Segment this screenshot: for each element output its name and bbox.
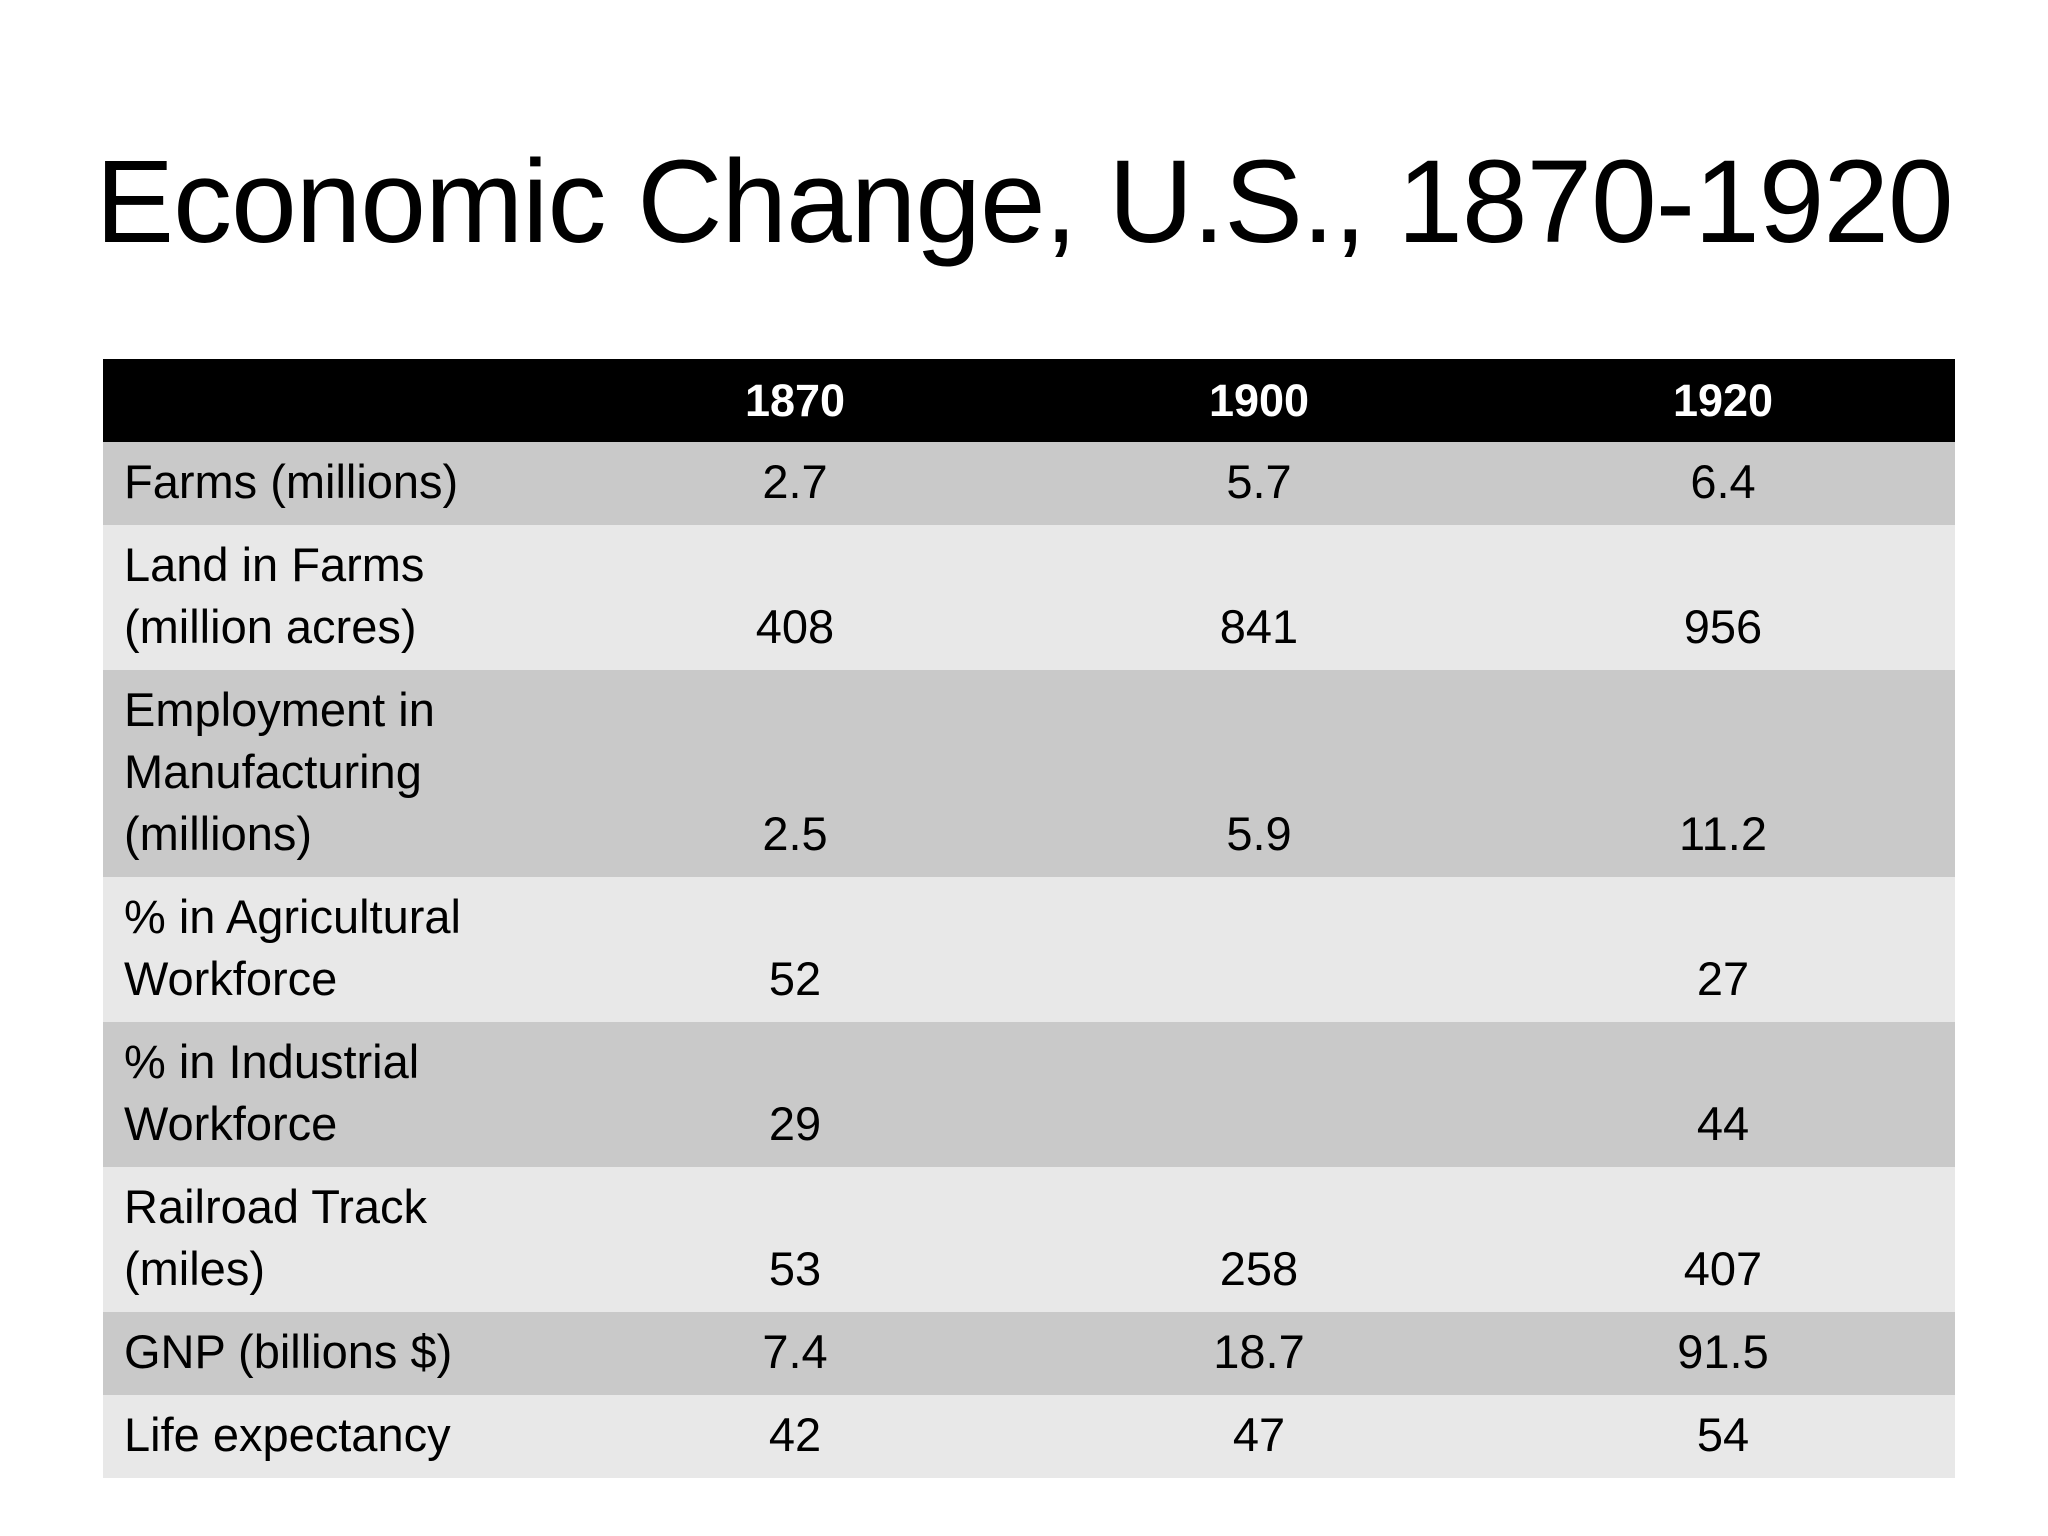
table-cell: 407 xyxy=(1683,1242,1763,1295)
table-cell: 54 xyxy=(1696,1408,1750,1461)
row-label: % in Industrial Workforce xyxy=(103,1022,563,1167)
header-cell-1870: 1870 xyxy=(744,374,846,426)
table-cell: 408 xyxy=(755,600,835,653)
table-cell: 52 xyxy=(768,952,822,1005)
table-cell: 91.5 xyxy=(1677,1325,1769,1378)
table-row: Land in Farms (million acres) 408 841 95… xyxy=(103,525,1955,670)
table-row: Employment in Manufacturing (millions) 2… xyxy=(103,670,1955,877)
row-label-text: GNP (billions $) xyxy=(124,1325,453,1378)
table-cell: 27 xyxy=(1696,952,1750,1005)
header-cell-1900: 1900 xyxy=(1208,374,1310,426)
table-cell: 2.5 xyxy=(762,807,828,860)
table-row: Railroad Track (miles) 53 258 407 xyxy=(103,1167,1955,1312)
row-label-text: Railroad Track (miles) xyxy=(124,1180,427,1295)
economic-data-table: 1870 1900 1920 Farms (millions) 2.7 5.7 … xyxy=(103,359,1955,1478)
table-row: % in Agricultural Workforce 52 27 xyxy=(103,877,1955,1022)
table-cell: 5.9 xyxy=(1226,807,1292,860)
table-row: % in Industrial Workforce 29 44 xyxy=(103,1022,1955,1167)
row-label-text: Land in Farms (million acres) xyxy=(124,538,425,653)
row-label: % in Agricultural Workforce xyxy=(103,877,563,1022)
table-row: Life expectancy 42 47 54 xyxy=(103,1395,1955,1478)
table-row: GNP (billions $) 7.4 18.7 91.5 xyxy=(103,1312,1955,1395)
table-cell: 47 xyxy=(1232,1408,1286,1461)
row-label-text: % in Agricultural Workforce xyxy=(124,890,461,1005)
row-label-text: Farms (millions) xyxy=(124,455,459,508)
table-cell: 53 xyxy=(768,1242,822,1295)
table-cell xyxy=(1027,1022,1491,1167)
table-cell: 2.7 xyxy=(762,455,828,508)
row-label: Farms (millions) xyxy=(103,442,563,525)
table-cell: 29 xyxy=(768,1097,822,1150)
table-cell: 6.4 xyxy=(1690,455,1756,508)
table-cell xyxy=(1027,877,1491,1022)
table-row: Farms (millions) 2.7 5.7 6.4 xyxy=(103,442,1955,525)
header-cell-label xyxy=(103,359,563,442)
row-label: GNP (billions $) xyxy=(103,1312,563,1395)
slide-title: Economic Change, U.S., 1870-1920 xyxy=(95,136,1953,268)
table-cell: 7.4 xyxy=(762,1325,828,1378)
table-cell: 956 xyxy=(1683,600,1763,653)
table-cell: 841 xyxy=(1219,600,1299,653)
row-label: Land in Farms (million acres) xyxy=(103,525,563,670)
row-label: Life expectancy xyxy=(103,1395,563,1478)
header-cell-1920: 1920 xyxy=(1672,374,1774,426)
table-cell: 5.7 xyxy=(1226,455,1292,508)
row-label: Employment in Manufacturing (millions) xyxy=(103,670,563,877)
table-cell: 258 xyxy=(1219,1242,1299,1295)
row-label-text: Employment in Manufacturing (millions) xyxy=(124,683,435,860)
row-label-text: Life expectancy xyxy=(124,1408,451,1461)
row-label-text: % in Industrial Workforce xyxy=(124,1035,420,1150)
table-cell: 11.2 xyxy=(1679,807,1767,860)
table-cell: 44 xyxy=(1696,1097,1750,1150)
table-cell: 42 xyxy=(768,1408,822,1461)
row-label: Railroad Track (miles) xyxy=(103,1167,563,1312)
table-header-row: 1870 1900 1920 xyxy=(103,359,1955,442)
table-cell: 18.7 xyxy=(1213,1325,1305,1378)
